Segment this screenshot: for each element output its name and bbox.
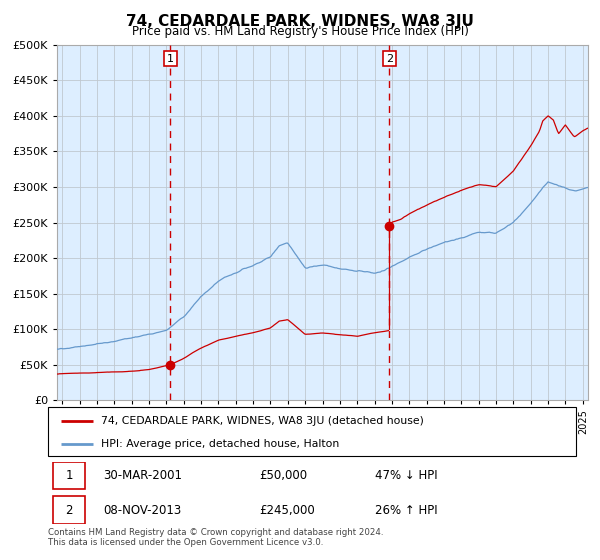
Text: 2: 2 — [65, 503, 73, 516]
Text: 08-NOV-2013: 08-NOV-2013 — [103, 503, 182, 516]
Text: 47% ↓ HPI: 47% ↓ HPI — [376, 469, 438, 482]
Text: HPI: Average price, detached house, Halton: HPI: Average price, detached house, Halt… — [101, 439, 339, 449]
Text: 1: 1 — [167, 54, 174, 64]
Text: Price paid vs. HM Land Registry's House Price Index (HPI): Price paid vs. HM Land Registry's House … — [131, 25, 469, 38]
Text: 74, CEDARDALE PARK, WIDNES, WA8 3JU (detached house): 74, CEDARDALE PARK, WIDNES, WA8 3JU (det… — [101, 416, 424, 426]
Text: 74, CEDARDALE PARK, WIDNES, WA8 3JU: 74, CEDARDALE PARK, WIDNES, WA8 3JU — [126, 14, 474, 29]
Text: £245,000: £245,000 — [259, 503, 315, 516]
Text: 26% ↑ HPI: 26% ↑ HPI — [376, 503, 438, 516]
Text: £50,000: £50,000 — [259, 469, 307, 482]
Text: 2: 2 — [386, 54, 393, 64]
FancyBboxPatch shape — [53, 497, 85, 524]
Text: Contains HM Land Registry data © Crown copyright and database right 2024.
This d: Contains HM Land Registry data © Crown c… — [48, 528, 383, 547]
FancyBboxPatch shape — [48, 407, 576, 456]
Text: 30-MAR-2001: 30-MAR-2001 — [103, 469, 182, 482]
Text: 1: 1 — [65, 469, 73, 482]
FancyBboxPatch shape — [53, 462, 85, 489]
